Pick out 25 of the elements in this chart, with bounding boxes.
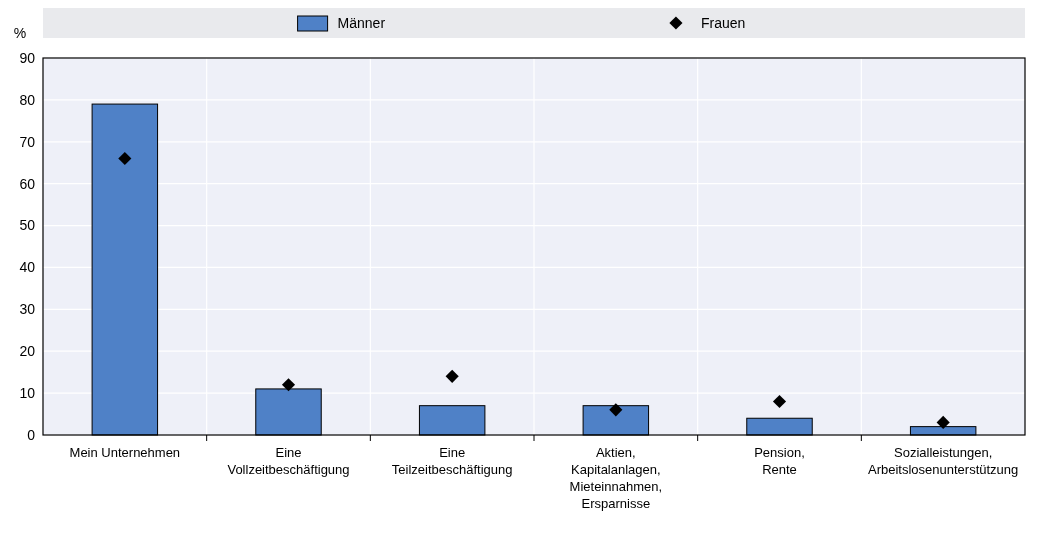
point — [281, 378, 296, 392]
y-tick-label: 50 — [19, 217, 36, 234]
y-tick-label: 70 — [19, 133, 36, 150]
y-tick-label: 30 — [19, 301, 36, 318]
y-tick-label: 90 — [19, 49, 36, 66]
point — [118, 151, 132, 166]
point — [772, 394, 787, 409]
point — [445, 369, 459, 383]
y-tick-label: 10 — [19, 385, 36, 402]
x-tick-label: Mein Unternehmen — [69, 445, 181, 460]
y-tick-label: 20 — [19, 343, 36, 360]
y-tick-label: 40 — [19, 259, 36, 276]
y-tick-label: 60 — [19, 175, 36, 192]
x-tick-label: Aktien, Kapitalanlagen, Mieteinnahmen, Ersparnisse — [569, 445, 663, 511]
y-tick-label: 80 — [19, 91, 36, 108]
x-tick-label: Sozialleistungen, Arbeitslosenunterstützung — [868, 445, 1019, 477]
x-tick-label: Pension, Rente — [754, 445, 805, 477]
point — [609, 403, 623, 417]
legend-label: Frauen — [700, 15, 746, 31]
point — [936, 415, 950, 429]
x-tick-label: Eine Vollzeitbeschäftigung — [227, 445, 350, 477]
y-tick-label: 0 — [27, 426, 36, 443]
legend-label: Männer — [337, 15, 386, 31]
x-tick-label: Eine Teilzeitbeschäftigung — [391, 445, 513, 477]
y-axis-title: % — [13, 25, 27, 41]
